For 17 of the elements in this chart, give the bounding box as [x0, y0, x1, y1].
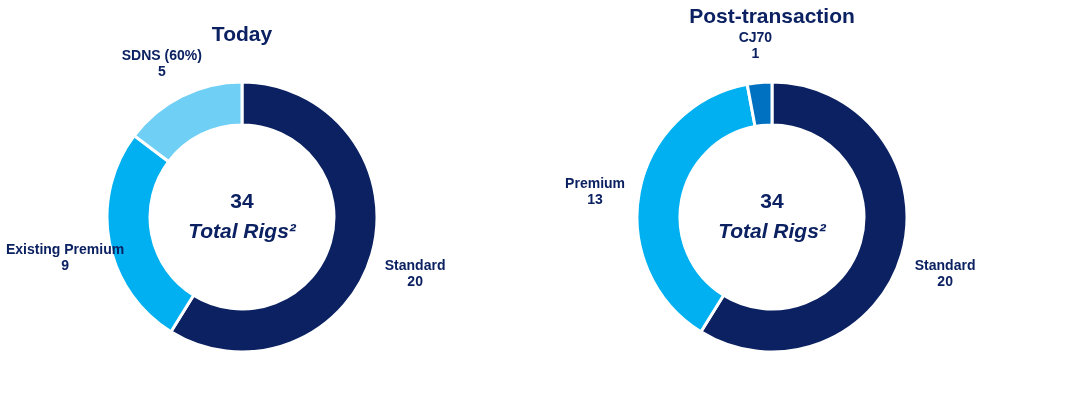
data-label: 20 — [407, 273, 424, 290]
data-label: 9 — [61, 257, 70, 274]
chart-title: Post-transaction — [689, 3, 855, 27]
slice-label: CJ70 — [738, 28, 773, 45]
slice-label: SDNS (60%) — [121, 46, 202, 63]
chart-title: Today — [211, 21, 273, 45]
text: 34 — [230, 189, 254, 212]
text: 34 — [760, 189, 784, 212]
data-label: 1 — [751, 44, 760, 61]
text: Total Rigs² — [188, 219, 297, 242]
slice-label: Standard — [384, 257, 446, 274]
data-label: 5 — [157, 62, 166, 79]
data-label: 13 — [587, 190, 604, 207]
slice-label: Standard — [914, 257, 976, 274]
slice-label: Premium — [565, 174, 626, 191]
data-label: 20 — [937, 273, 954, 290]
text: Total Rigs² — [718, 219, 827, 242]
